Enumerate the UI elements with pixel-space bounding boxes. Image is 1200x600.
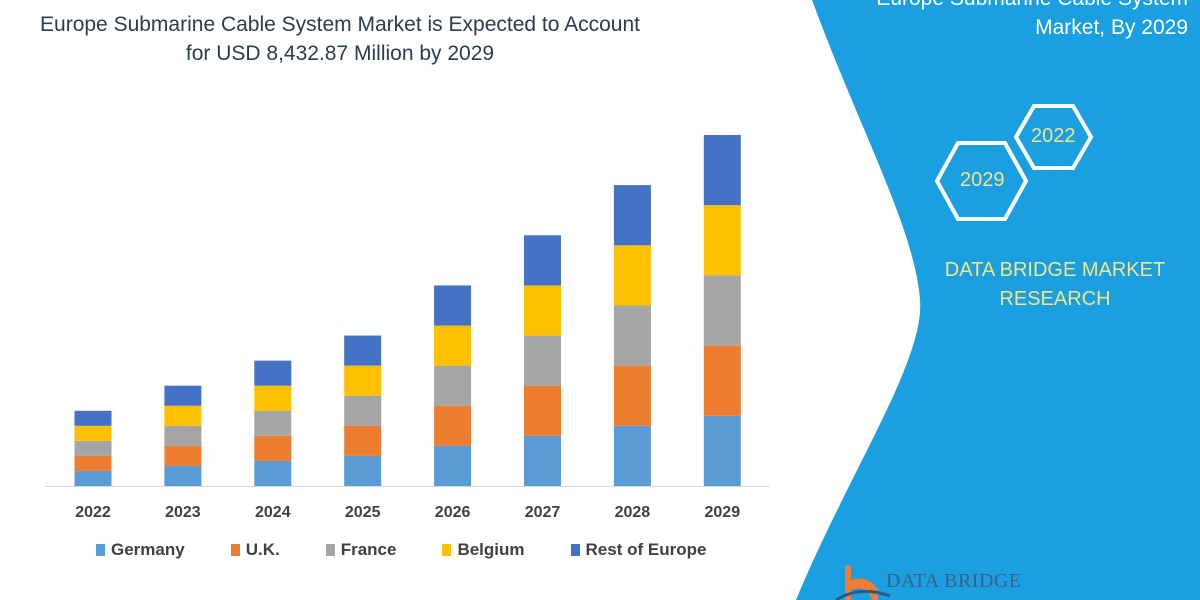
- bar-segment-2029-belgium: [703, 205, 741, 276]
- brand-text: DATA BRIDGE MARKET RESEARCH: [920, 256, 1190, 314]
- side-title-line-2: Market, By 2029: [1035, 16, 1188, 39]
- bar-segment-2022-belgium: [74, 425, 112, 441]
- bar-segment-2023-france: [164, 425, 202, 446]
- x-tick-label: 2027: [525, 504, 561, 521]
- bar-segment-2022-rest-of-europe: [74, 410, 112, 426]
- bar-segment-2026-belgium: [434, 325, 472, 366]
- x-tick-label: 2028: [615, 504, 651, 521]
- side-panel-shape: [796, 0, 1200, 600]
- bar-segment-2028-rest-of-europe: [613, 185, 651, 246]
- bar-segment-2024-germany: [254, 460, 292, 486]
- bar-segment-2024-u-k-: [254, 435, 292, 461]
- bar-segment-2025-u-k-: [344, 425, 382, 456]
- hex-label-2022: 2022: [1031, 125, 1076, 147]
- stacked-bar-chart: 2022 2023 2024 2025 2026 2027 2028 2029: [45, 135, 770, 521]
- brand-line-1: DATA BRIDGE MARKET: [944, 259, 1166, 281]
- bar-segment-2022-u-k-: [74, 455, 112, 471]
- bar-segment-2027-belgium: [524, 285, 561, 336]
- x-tick-label: 2024: [255, 504, 291, 521]
- legend-item: Rest of Europe: [570, 540, 707, 560]
- chart-title: Europe Submarine Cable System Market is …: [40, 10, 640, 68]
- legend-swatch: [230, 544, 240, 556]
- bar-segment-2024-france: [254, 410, 292, 436]
- legend-label: Belgium: [457, 540, 525, 559]
- bar-segment-2023-u-k-: [164, 445, 202, 466]
- bar-segment-2029-rest-of-europe: [703, 135, 741, 206]
- x-tick-label: 2022: [75, 504, 111, 521]
- legend-swatch: [442, 544, 452, 556]
- legend-label: Germany: [111, 540, 185, 559]
- bar-segment-2028-belgium: [613, 245, 651, 306]
- title-line-2: for USD 8,432.87 Million by 2029: [185, 42, 495, 65]
- bar-segment-2028-germany: [613, 425, 651, 486]
- side-panel-title: Europe Submarine Cable System Market, By…: [808, 0, 1188, 42]
- bar-segment-2023-germany: [164, 465, 202, 486]
- bar-segment-2025-belgium: [344, 365, 382, 396]
- bar-segment-2025-france: [344, 395, 382, 426]
- legend-swatch: [96, 544, 105, 556]
- bar-segment-2028-u-k-: [613, 365, 651, 426]
- legend-swatch: [325, 544, 335, 556]
- legend-label: Rest of Europe: [585, 540, 707, 559]
- bar-segment-2028-france: [613, 305, 651, 366]
- bar-segment-2023-rest-of-europe: [164, 385, 202, 406]
- chart-legend: Germany U.K. France Belgium Rest of Europe: [96, 540, 752, 560]
- title-line-1: Europe Submarine Cable System Market is …: [40, 13, 640, 36]
- legend-label: U.K.: [245, 540, 280, 559]
- bar-segment-2027-u-k-: [524, 385, 561, 436]
- bar-segment-2029-germany: [703, 415, 741, 486]
- logo-icon: [835, 566, 891, 600]
- bar-segment-2026-u-k-: [434, 405, 472, 446]
- legend-item: Germany: [96, 540, 185, 560]
- side-title-line-1: Europe Submarine Cable System: [808, 0, 1188, 13]
- bar-segment-2026-rest-of-europe: [434, 285, 472, 326]
- x-tick-label: 2025: [345, 504, 381, 521]
- bar-segment-2022-germany: [74, 470, 112, 486]
- x-tick-label: 2023: [165, 504, 201, 521]
- bar-segment-2029-u-k-: [703, 345, 741, 416]
- bar-segment-2024-rest-of-europe: [254, 360, 292, 386]
- legend-item: Belgium: [442, 540, 525, 560]
- bar-segment-2025-germany: [344, 455, 382, 486]
- bar-segment-2027-germany: [524, 435, 561, 486]
- bar-segment-2026-germany: [434, 445, 472, 486]
- bar-segment-2029-france: [703, 275, 741, 346]
- logo-text: DATA BRIDGE: [886, 570, 1022, 592]
- x-tick-label: 2026: [435, 504, 471, 521]
- legend-swatch: [570, 544, 580, 556]
- x-tick-label: 2029: [705, 504, 741, 521]
- hexagon-2022: [1013, 104, 1094, 170]
- bar-segment-2026-france: [434, 365, 472, 406]
- bar-segment-2025-rest-of-europe: [344, 335, 382, 366]
- legend-item: U.K.: [230, 540, 280, 560]
- bar-segment-2027-rest-of-europe: [524, 235, 561, 286]
- bar-segment-2024-belgium: [254, 385, 292, 411]
- bar-segment-2023-belgium: [164, 405, 202, 426]
- hex-label-2029: 2029: [960, 169, 1005, 191]
- brand-line-2: RESEARCH: [999, 288, 1111, 310]
- legend-item: France: [325, 540, 397, 560]
- legend-label: France: [340, 540, 397, 559]
- hexagon-2029: [934, 141, 1029, 221]
- bar-segment-2022-france: [74, 440, 112, 456]
- bar-segment-2027-france: [524, 335, 561, 386]
